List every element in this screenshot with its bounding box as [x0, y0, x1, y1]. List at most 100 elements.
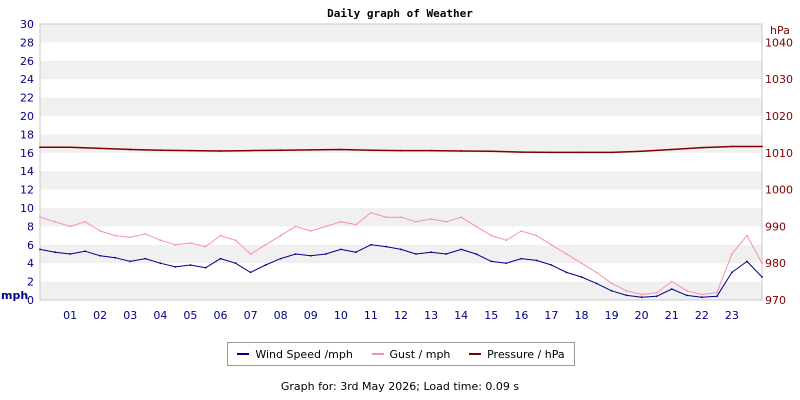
left-tick-label: 8: [27, 220, 34, 233]
series-point-pressure-hpa: [249, 149, 252, 152]
series-point-wind-speed-mph: [219, 257, 222, 260]
series-point-pressure-hpa: [159, 149, 162, 152]
left-tick-label: 26: [20, 55, 34, 68]
x-tick-label: 14: [454, 309, 468, 322]
series-point-gust-mph: [400, 216, 402, 219]
legend-label-gust: Gust / mph: [389, 347, 451, 361]
series-point-gust-mph: [700, 293, 703, 296]
series-point-pressure-hpa: [550, 151, 553, 154]
x-tick-label: 09: [304, 309, 318, 322]
series-point-gust-mph: [430, 218, 432, 220]
footer-status: Graph for: 3rd May 2026; Load time: 0.09…: [280, 380, 520, 393]
series-point-pressure-hpa: [610, 151, 613, 154]
series-point-gust-mph: [670, 280, 673, 283]
series-point-wind-speed-mph: [114, 256, 117, 259]
series-point-gust-mph: [84, 220, 86, 223]
left-tick-label: 18: [20, 128, 34, 141]
x-tick-label: 08: [274, 309, 288, 322]
left-tick-label: 14: [20, 165, 34, 178]
series-point-pressure-hpa: [400, 149, 402, 152]
left-tick-label: 24: [20, 73, 34, 86]
series-point-gust-mph: [445, 220, 447, 223]
left-tick-label: 12: [20, 184, 34, 197]
series-point-gust-mph: [339, 220, 342, 223]
right-tick-label: 970: [765, 294, 786, 307]
x-tick-label: 16: [514, 309, 528, 322]
series-point-wind-speed-mph: [355, 251, 357, 254]
series-point-gust-mph: [294, 225, 297, 228]
series-point-wind-speed-mph: [716, 295, 718, 298]
series-point-wind-speed-mph: [700, 296, 703, 299]
series-point-pressure-hpa: [309, 149, 312, 151]
x-tick-label: 03: [123, 309, 137, 322]
series-point-wind-speed-mph: [54, 251, 56, 254]
legend-swatch-pressure: [469, 353, 482, 355]
series-point-wind-speed-mph: [746, 260, 748, 263]
legend-label-wind-speed: Wind Speed /mph: [255, 347, 353, 361]
series-point-pressure-hpa: [339, 148, 342, 151]
series-point-gust-mph: [189, 242, 192, 244]
series-point-gust-mph: [716, 291, 718, 294]
left-tick-label: 2: [27, 276, 34, 289]
grid-band: [40, 60, 762, 80]
series-point-wind-speed-mph: [520, 257, 523, 260]
series-point-wind-speed-mph: [249, 271, 252, 274]
left-axis-unit: mph: [1, 289, 28, 302]
series-point-wind-speed-mph: [189, 264, 192, 266]
series-point-wind-speed-mph: [670, 288, 673, 290]
series-point-pressure-hpa: [129, 148, 132, 151]
series-point-gust-mph: [204, 245, 207, 248]
left-tick-label: 22: [20, 92, 34, 105]
legend-swatch-gust: [371, 353, 384, 355]
legend-label-pressure: Pressure / hPa: [487, 347, 565, 361]
series-point-gust-mph: [309, 230, 312, 232]
x-tick-label: 04: [153, 309, 167, 322]
grid-band: [40, 189, 762, 208]
series-point-gust-mph: [39, 216, 41, 219]
series-point-gust-mph: [535, 234, 538, 237]
legend-item-wind-speed: Wind Speed /mph: [237, 348, 353, 361]
series-point-wind-speed-mph: [610, 289, 613, 292]
series-point-gust-mph: [355, 223, 357, 226]
series-point-gust-mph: [129, 236, 132, 239]
series-point-gust-mph: [505, 239, 508, 242]
legend-item-pressure: Pressure / hPa: [469, 348, 565, 361]
series-point-gust-mph: [159, 239, 162, 242]
x-axis-ticks: 01 02 03 04 05 06 07 08 09 10 11 12 13 14 15 16 17 18 19 20…: [63, 309, 739, 322]
grid-bands: [39, 23, 763, 301]
left-tick-label: 16: [20, 147, 34, 160]
series-point-wind-speed-mph: [144, 257, 147, 260]
x-tick-label: 18: [575, 309, 589, 322]
x-tick-label: 20: [635, 309, 649, 322]
series-point-wind-speed-mph: [39, 248, 41, 251]
series-point-gust-mph: [385, 216, 387, 219]
series-point-gust-mph: [640, 293, 643, 296]
series-point-wind-speed-mph: [595, 282, 598, 285]
grid-band: [40, 79, 762, 98]
series-point-wind-speed-mph: [490, 260, 493, 263]
series-point-gust-mph: [460, 216, 463, 219]
series-point-wind-speed-mph: [309, 254, 312, 257]
series-point-gust-mph: [625, 289, 628, 292]
grid-band: [40, 42, 762, 61]
x-tick-label: 07: [244, 309, 258, 322]
series-point-gust-mph: [490, 234, 493, 237]
series-point-wind-speed-mph: [84, 250, 86, 253]
left-tick-label: 6: [27, 239, 34, 252]
plot-frame: [39, 23, 763, 301]
grid-band: [40, 263, 762, 282]
series-point-wind-speed-mph: [430, 251, 432, 254]
grid-band: [40, 281, 762, 300]
series-point-wind-speed-mph: [400, 248, 402, 251]
series-point-pressure-hpa: [39, 146, 41, 149]
series-point-gust-mph: [761, 262, 763, 265]
series-point-wind-speed-mph: [445, 253, 447, 255]
right-tick-label: 980: [765, 257, 786, 270]
x-tick-label: 10: [334, 309, 348, 322]
series-point-gust-mph: [595, 271, 598, 274]
series-point-wind-speed-mph: [731, 271, 733, 274]
series-point-pressure-hpa: [640, 150, 643, 153]
series-point-gust-mph: [144, 232, 147, 235]
series-point-pressure-hpa: [430, 149, 432, 152]
